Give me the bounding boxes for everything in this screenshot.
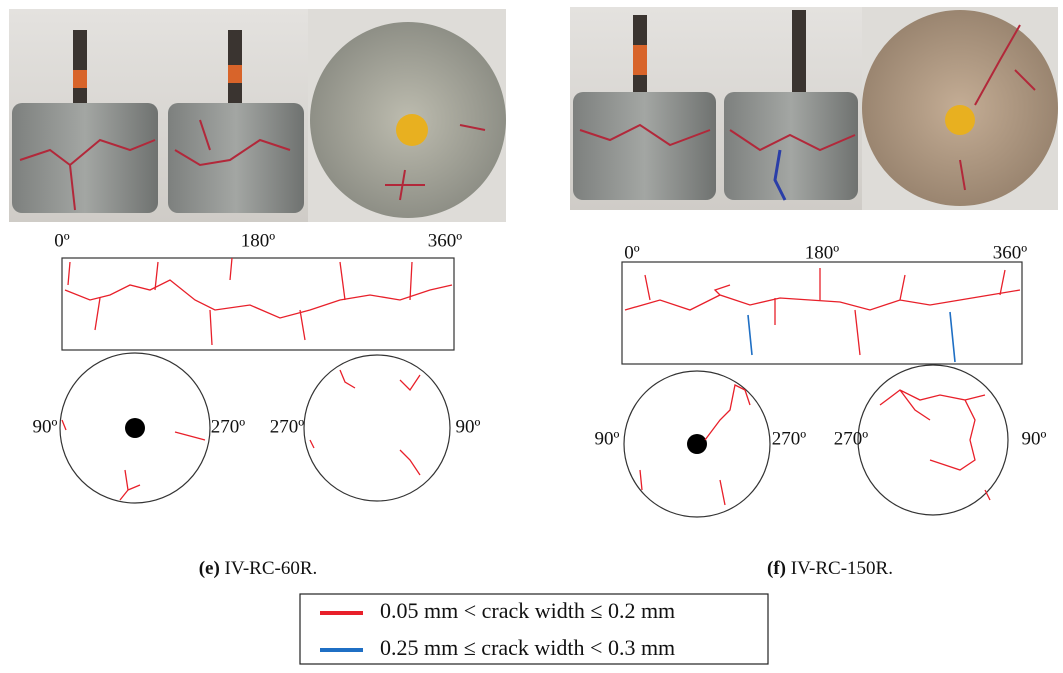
angle-label: 90º <box>595 428 620 449</box>
legend-text: 0.25 mm ≤ crack width < 0.3 mm <box>380 635 675 660</box>
figure: 0º 180º 360º 90º 270º 270º 90º 0º 180º 3… <box>0 0 1063 673</box>
angle-label: 90º <box>1022 428 1047 449</box>
caption-text: IV-RC-60R. <box>225 558 318 579</box>
angle-label: 180º <box>241 230 276 251</box>
caption: (f) IV-RC-150R. <box>767 558 893 579</box>
angle-label: 360º <box>993 242 1028 263</box>
legend-text: 0.05 mm < crack width ≤ 0.2 mm <box>380 598 675 623</box>
diagram-f <box>622 262 1022 517</box>
legend: 0.05 mm < crack width ≤ 0.2 mm 0.25 mm ≤… <box>300 594 768 664</box>
angle-label: 0º <box>54 230 70 251</box>
angle-label: 0º <box>624 242 640 263</box>
caption-label: (f) <box>767 558 786 579</box>
caption: (e) IV-RC-60R. <box>199 558 318 579</box>
angle-label: 90º <box>33 416 58 437</box>
diagram-e <box>60 258 454 503</box>
photos-f <box>570 7 1058 210</box>
photos-e <box>9 9 506 222</box>
angle-label: 90º <box>456 416 481 437</box>
angle-label: 360º <box>428 230 463 251</box>
angle-label: 270º <box>834 428 869 449</box>
angle-label: 270º <box>270 416 305 437</box>
caption-label: (e) <box>199 558 220 579</box>
angle-label: 180º <box>805 242 840 263</box>
angle-label: 270º <box>772 428 807 449</box>
angle-label: 270º <box>211 416 246 437</box>
caption-text: IV-RC-150R. <box>791 558 893 579</box>
